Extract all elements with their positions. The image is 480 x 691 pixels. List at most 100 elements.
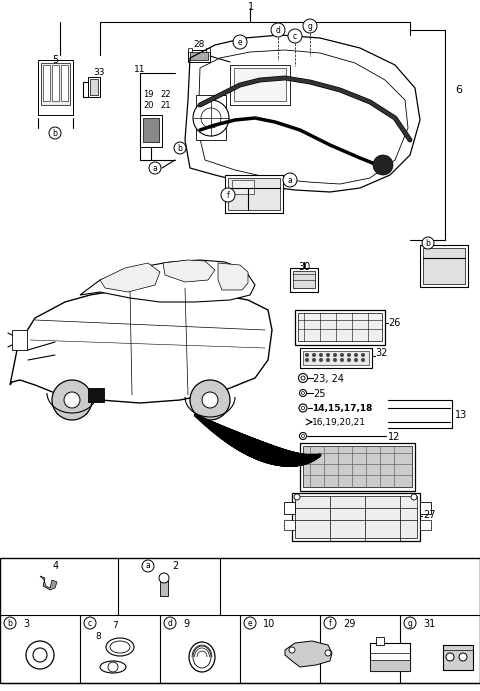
Text: a: a xyxy=(145,562,150,571)
Text: 14,15,17,18: 14,15,17,18 xyxy=(312,404,372,413)
Circle shape xyxy=(305,358,309,362)
Circle shape xyxy=(26,641,54,669)
Text: g: g xyxy=(308,21,312,30)
Bar xyxy=(12,330,27,350)
Text: 13: 13 xyxy=(455,410,467,420)
Bar xyxy=(190,52,208,60)
Polygon shape xyxy=(218,263,248,290)
Bar xyxy=(292,493,420,541)
Circle shape xyxy=(271,23,285,37)
Text: b: b xyxy=(178,144,182,153)
Text: 16,19,20,21: 16,19,20,21 xyxy=(312,418,366,427)
Circle shape xyxy=(190,380,230,420)
Bar xyxy=(420,502,431,514)
Text: 22: 22 xyxy=(160,90,170,99)
Bar xyxy=(90,79,98,95)
Polygon shape xyxy=(100,263,160,292)
Ellipse shape xyxy=(189,642,215,672)
Text: 21: 21 xyxy=(160,101,170,110)
Circle shape xyxy=(305,353,309,357)
Text: b: b xyxy=(426,238,431,247)
Polygon shape xyxy=(80,260,255,302)
Circle shape xyxy=(411,494,417,500)
Ellipse shape xyxy=(106,638,134,656)
Bar xyxy=(88,388,104,402)
Circle shape xyxy=(312,358,316,362)
Circle shape xyxy=(301,392,304,395)
Text: b: b xyxy=(53,129,58,138)
Text: b: b xyxy=(8,618,12,627)
Circle shape xyxy=(174,142,186,154)
Bar xyxy=(230,65,290,105)
Circle shape xyxy=(373,155,393,175)
Circle shape xyxy=(354,358,358,362)
Circle shape xyxy=(301,435,304,437)
Circle shape xyxy=(347,358,351,362)
Polygon shape xyxy=(163,260,215,282)
Bar xyxy=(43,65,50,101)
Circle shape xyxy=(326,358,330,362)
Circle shape xyxy=(300,433,307,439)
Text: c: c xyxy=(88,618,92,627)
Text: 19: 19 xyxy=(143,90,154,99)
Circle shape xyxy=(299,374,308,383)
Bar xyxy=(303,351,369,365)
Text: 31: 31 xyxy=(423,619,435,629)
Text: 30: 30 xyxy=(298,262,310,272)
Circle shape xyxy=(84,617,96,629)
Bar xyxy=(295,496,417,538)
Circle shape xyxy=(164,617,176,629)
Text: 1: 1 xyxy=(248,2,254,12)
Bar xyxy=(88,77,100,97)
Circle shape xyxy=(233,35,247,49)
Circle shape xyxy=(325,650,331,656)
Text: 8: 8 xyxy=(95,632,101,641)
Bar xyxy=(423,248,465,284)
Circle shape xyxy=(422,237,434,249)
Circle shape xyxy=(221,188,235,202)
Text: d: d xyxy=(168,618,172,627)
Circle shape xyxy=(303,19,317,33)
Circle shape xyxy=(52,380,92,420)
Bar xyxy=(206,48,210,52)
Bar xyxy=(188,48,192,52)
Circle shape xyxy=(64,392,80,408)
Bar xyxy=(420,245,468,287)
Circle shape xyxy=(333,353,337,357)
Text: e: e xyxy=(248,618,252,627)
Text: 27: 27 xyxy=(423,510,435,520)
Text: 2: 2 xyxy=(172,561,178,571)
Circle shape xyxy=(319,353,323,357)
Circle shape xyxy=(404,617,416,629)
Bar xyxy=(284,520,295,530)
Text: 32: 32 xyxy=(375,348,387,358)
Ellipse shape xyxy=(100,661,126,673)
Bar xyxy=(196,95,226,140)
Circle shape xyxy=(108,662,118,672)
Circle shape xyxy=(283,173,297,187)
Bar xyxy=(303,446,412,487)
Circle shape xyxy=(319,358,323,362)
Circle shape xyxy=(49,127,61,139)
Text: a: a xyxy=(288,176,292,184)
Ellipse shape xyxy=(193,646,211,668)
Circle shape xyxy=(289,647,295,653)
Ellipse shape xyxy=(110,641,130,653)
Text: c: c xyxy=(293,32,297,41)
Bar xyxy=(228,178,280,210)
Circle shape xyxy=(299,404,307,412)
Circle shape xyxy=(149,162,161,174)
Text: 10: 10 xyxy=(263,619,275,629)
Circle shape xyxy=(312,353,316,357)
Bar xyxy=(234,68,286,101)
Text: 7: 7 xyxy=(112,621,118,630)
Bar xyxy=(0,558,480,683)
Text: g: g xyxy=(408,618,412,627)
Circle shape xyxy=(202,392,218,408)
Circle shape xyxy=(201,108,221,128)
Bar xyxy=(295,310,385,345)
Circle shape xyxy=(354,353,358,357)
Text: a: a xyxy=(153,164,157,173)
Circle shape xyxy=(4,617,16,629)
Text: 25: 25 xyxy=(313,389,325,399)
